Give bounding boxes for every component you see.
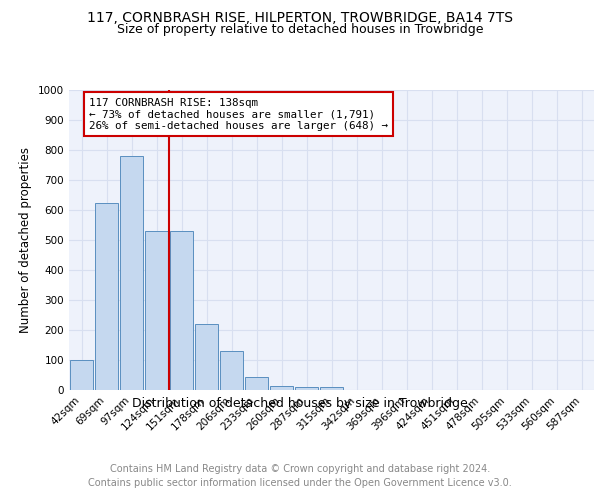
Bar [320,387,343,390]
Bar [245,378,268,390]
Bar [295,387,319,390]
Text: 117, CORNBRASH RISE, HILPERTON, TROWBRIDGE, BA14 7TS: 117, CORNBRASH RISE, HILPERTON, TROWBRID… [87,11,513,25]
Bar [269,386,293,390]
Bar [194,324,218,390]
Bar [70,360,94,390]
Text: 117 CORNBRASH RISE: 138sqm
← 73% of detached houses are smaller (1,791)
26% of s: 117 CORNBRASH RISE: 138sqm ← 73% of deta… [89,98,388,130]
Text: Distribution of detached houses by size in Trowbridge: Distribution of detached houses by size … [132,398,468,410]
Text: Size of property relative to detached houses in Trowbridge: Size of property relative to detached ho… [117,22,483,36]
Bar [220,351,244,390]
Y-axis label: Number of detached properties: Number of detached properties [19,147,32,333]
Bar [95,202,118,390]
Bar [119,156,143,390]
Text: Contains HM Land Registry data © Crown copyright and database right 2024.
Contai: Contains HM Land Registry data © Crown c… [88,464,512,487]
Bar [170,231,193,390]
Bar [145,231,169,390]
